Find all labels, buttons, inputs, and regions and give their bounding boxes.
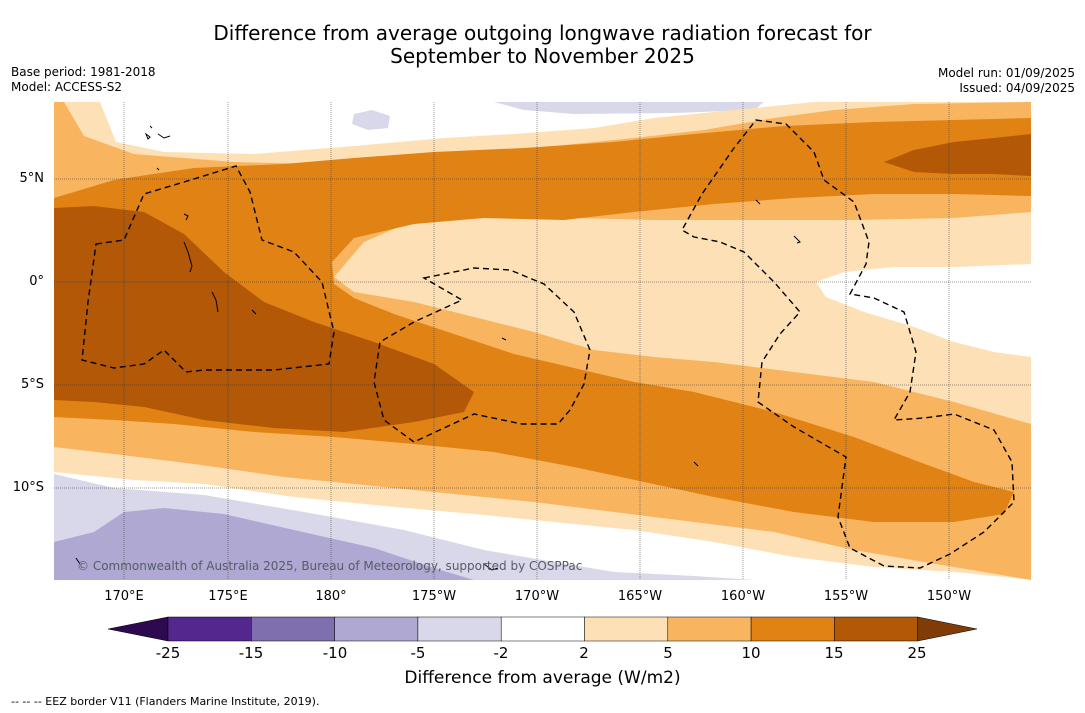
purple-mid-band-south bbox=[54, 508, 474, 580]
colorbar-tick: -2 bbox=[493, 644, 509, 662]
lon-label-155w: 155°W bbox=[823, 589, 869, 604]
purple-light-patch-north-small bbox=[352, 110, 390, 130]
copyright-notice: © Commonwealth of Australia 2025, Bureau… bbox=[77, 559, 583, 573]
colorbar-tick: 10 bbox=[741, 644, 761, 662]
colorbar-tick: 2 bbox=[579, 644, 589, 662]
eez-footnote: -- -- -- EEZ border V11 (Flanders Marine… bbox=[11, 695, 320, 708]
swatch-15-25 bbox=[834, 616, 918, 642]
lon-label-180: 180° bbox=[315, 589, 347, 604]
map-title-line2: September to November 2025 bbox=[390, 44, 695, 68]
map-title-line1: Difference from average outgoing longwav… bbox=[213, 21, 872, 45]
lon-label-160w: 160°W bbox=[720, 589, 766, 604]
lon-label-175w: 175°W bbox=[411, 589, 457, 604]
eez-borders bbox=[81, 119, 1015, 569]
purple-light-patch-north bbox=[494, 102, 764, 114]
base-period: Base period: 1981-2018 bbox=[11, 65, 156, 79]
colorbar bbox=[107, 616, 978, 650]
colorbar-tick: -5 bbox=[410, 644, 426, 662]
swatch-above-25 bbox=[917, 616, 978, 642]
swatch-n2-2 bbox=[500, 616, 585, 642]
swatch-2-5 bbox=[584, 616, 669, 642]
swatch-n5-n2 bbox=[417, 616, 502, 642]
colorbar-tick: 15 bbox=[824, 644, 844, 662]
lon-label-170w: 170°W bbox=[514, 589, 560, 604]
band-15-25-west bbox=[54, 206, 474, 432]
swatch-below-n25 bbox=[107, 616, 169, 642]
colorbar-tick: 5 bbox=[663, 644, 673, 662]
band-2-5-inner bbox=[334, 212, 1031, 424]
colorbar-tick: 25 bbox=[907, 644, 927, 662]
model-name: Model: ACCESS-S2 bbox=[11, 80, 123, 94]
swatch-n10-n5 bbox=[334, 616, 419, 642]
lon-label-165w: 165°W bbox=[617, 589, 663, 604]
band-15-25-northeast bbox=[884, 134, 1031, 176]
lon-label-175e: 175°E bbox=[208, 589, 248, 604]
lat-label-5n: 5°N bbox=[19, 171, 45, 186]
model-run: Model run: 01/09/2025 bbox=[937, 66, 1075, 80]
swatch-n15-n10 bbox=[251, 616, 335, 642]
gridlines bbox=[54, 102, 1031, 580]
map-panel[interactable] bbox=[54, 102, 1031, 580]
lat-label-5s: 5°S bbox=[20, 377, 44, 392]
swatch-n25-n15 bbox=[167, 616, 252, 642]
lon-label-170e: 170°E bbox=[104, 589, 144, 604]
colorbar-label: Difference from average (W/m2) bbox=[404, 668, 681, 688]
anomaly-map bbox=[54, 102, 1031, 580]
swatch-10-15 bbox=[750, 616, 835, 642]
colorbar-tick: -10 bbox=[322, 644, 348, 662]
colorbar-tick: -25 bbox=[155, 644, 181, 662]
meta-left: Base period: 1981-2018 Model: ACCESS-S2 bbox=[11, 65, 156, 95]
lat-label-0: 0° bbox=[29, 274, 44, 289]
lat-label-10s: 10°S bbox=[12, 480, 44, 495]
colorbar-tick: -15 bbox=[238, 644, 264, 662]
island-outlines bbox=[75, 125, 801, 571]
band-white-center bbox=[816, 264, 1031, 357]
meta-right: Model run: 01/09/2025 Issued: 04/09/2025 bbox=[938, 66, 1075, 96]
swatch-5-10 bbox=[667, 616, 752, 642]
colorbar-swatches bbox=[107, 616, 978, 642]
lon-label-150w: 150°W bbox=[926, 589, 972, 604]
issued-date: Issued: 04/09/2025 bbox=[959, 81, 1075, 95]
map-title: Difference from average outgoing longwav… bbox=[0, 22, 1085, 68]
